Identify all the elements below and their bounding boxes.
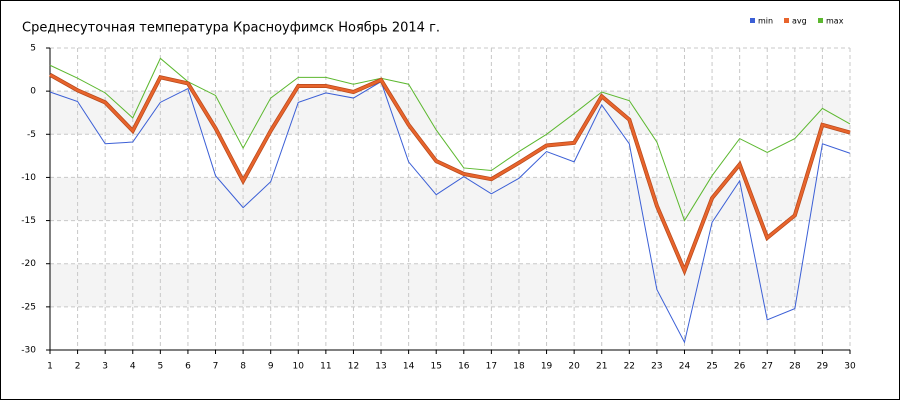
chart-title: Среднесуточная температура Красноуфимск … <box>22 21 440 36</box>
y-tick-label: -10 <box>21 173 36 183</box>
x-tick-label: 16 <box>458 362 470 372</box>
legend-label: min <box>758 17 773 26</box>
x-tick-label: 10 <box>293 362 305 372</box>
x-tick-label: 9 <box>268 362 274 372</box>
x-tick-label: 4 <box>130 362 136 372</box>
x-tick-label: 14 <box>403 362 415 372</box>
x-tick-label: 18 <box>513 362 525 372</box>
x-tick-label: 27 <box>762 362 773 372</box>
series-line <box>49 57 851 222</box>
y-tick-label: 5 <box>30 44 36 54</box>
band <box>50 91 850 135</box>
x-tick-label: 22 <box>624 362 635 372</box>
legend-swatch <box>818 18 823 23</box>
legend-label: avg <box>792 17 807 26</box>
x-tick-label: 26 <box>734 362 746 372</box>
legend-label: max <box>826 17 844 26</box>
x-tick-label: 12 <box>348 362 359 372</box>
x-tick-label: 19 <box>541 362 553 372</box>
x-tick-label: 13 <box>375 362 386 372</box>
x-tick-label: 8 <box>240 362 246 372</box>
x-tick-label: 30 <box>844 362 856 372</box>
legend-swatch <box>784 18 789 23</box>
x-tick-label: 2 <box>75 362 81 372</box>
x-tick-label: 7 <box>213 362 219 372</box>
x-tick-label: 25 <box>706 362 717 372</box>
x-tick-label: 6 <box>185 362 191 372</box>
band <box>50 177 850 221</box>
x-tick-label: 15 <box>430 362 441 372</box>
x-tick-label: 11 <box>320 362 331 372</box>
x-tick-label: 28 <box>789 362 801 372</box>
x-tick-label: 23 <box>651 362 662 372</box>
y-tick-label: -25 <box>21 302 36 312</box>
series-line <box>49 73 851 274</box>
y-tick-label: -20 <box>21 259 36 269</box>
y-tick-label: -5 <box>27 130 36 140</box>
x-tick-label: 5 <box>157 362 163 372</box>
band <box>50 263 850 307</box>
y-tick-label: -15 <box>21 216 36 226</box>
x-tick-label: 24 <box>679 362 691 372</box>
x-tick-label: 20 <box>568 362 580 372</box>
legend-swatch <box>750 18 755 23</box>
x-tick-label: 17 <box>486 362 497 372</box>
x-tick-label: 1 <box>47 362 53 372</box>
series-line <box>49 80 851 344</box>
x-tick-label: 21 <box>596 362 607 372</box>
y-tick-label: 0 <box>30 87 36 97</box>
x-tick-label: 29 <box>817 362 829 372</box>
x-tick-label: 3 <box>102 362 108 372</box>
y-tick-label: -30 <box>21 346 36 356</box>
